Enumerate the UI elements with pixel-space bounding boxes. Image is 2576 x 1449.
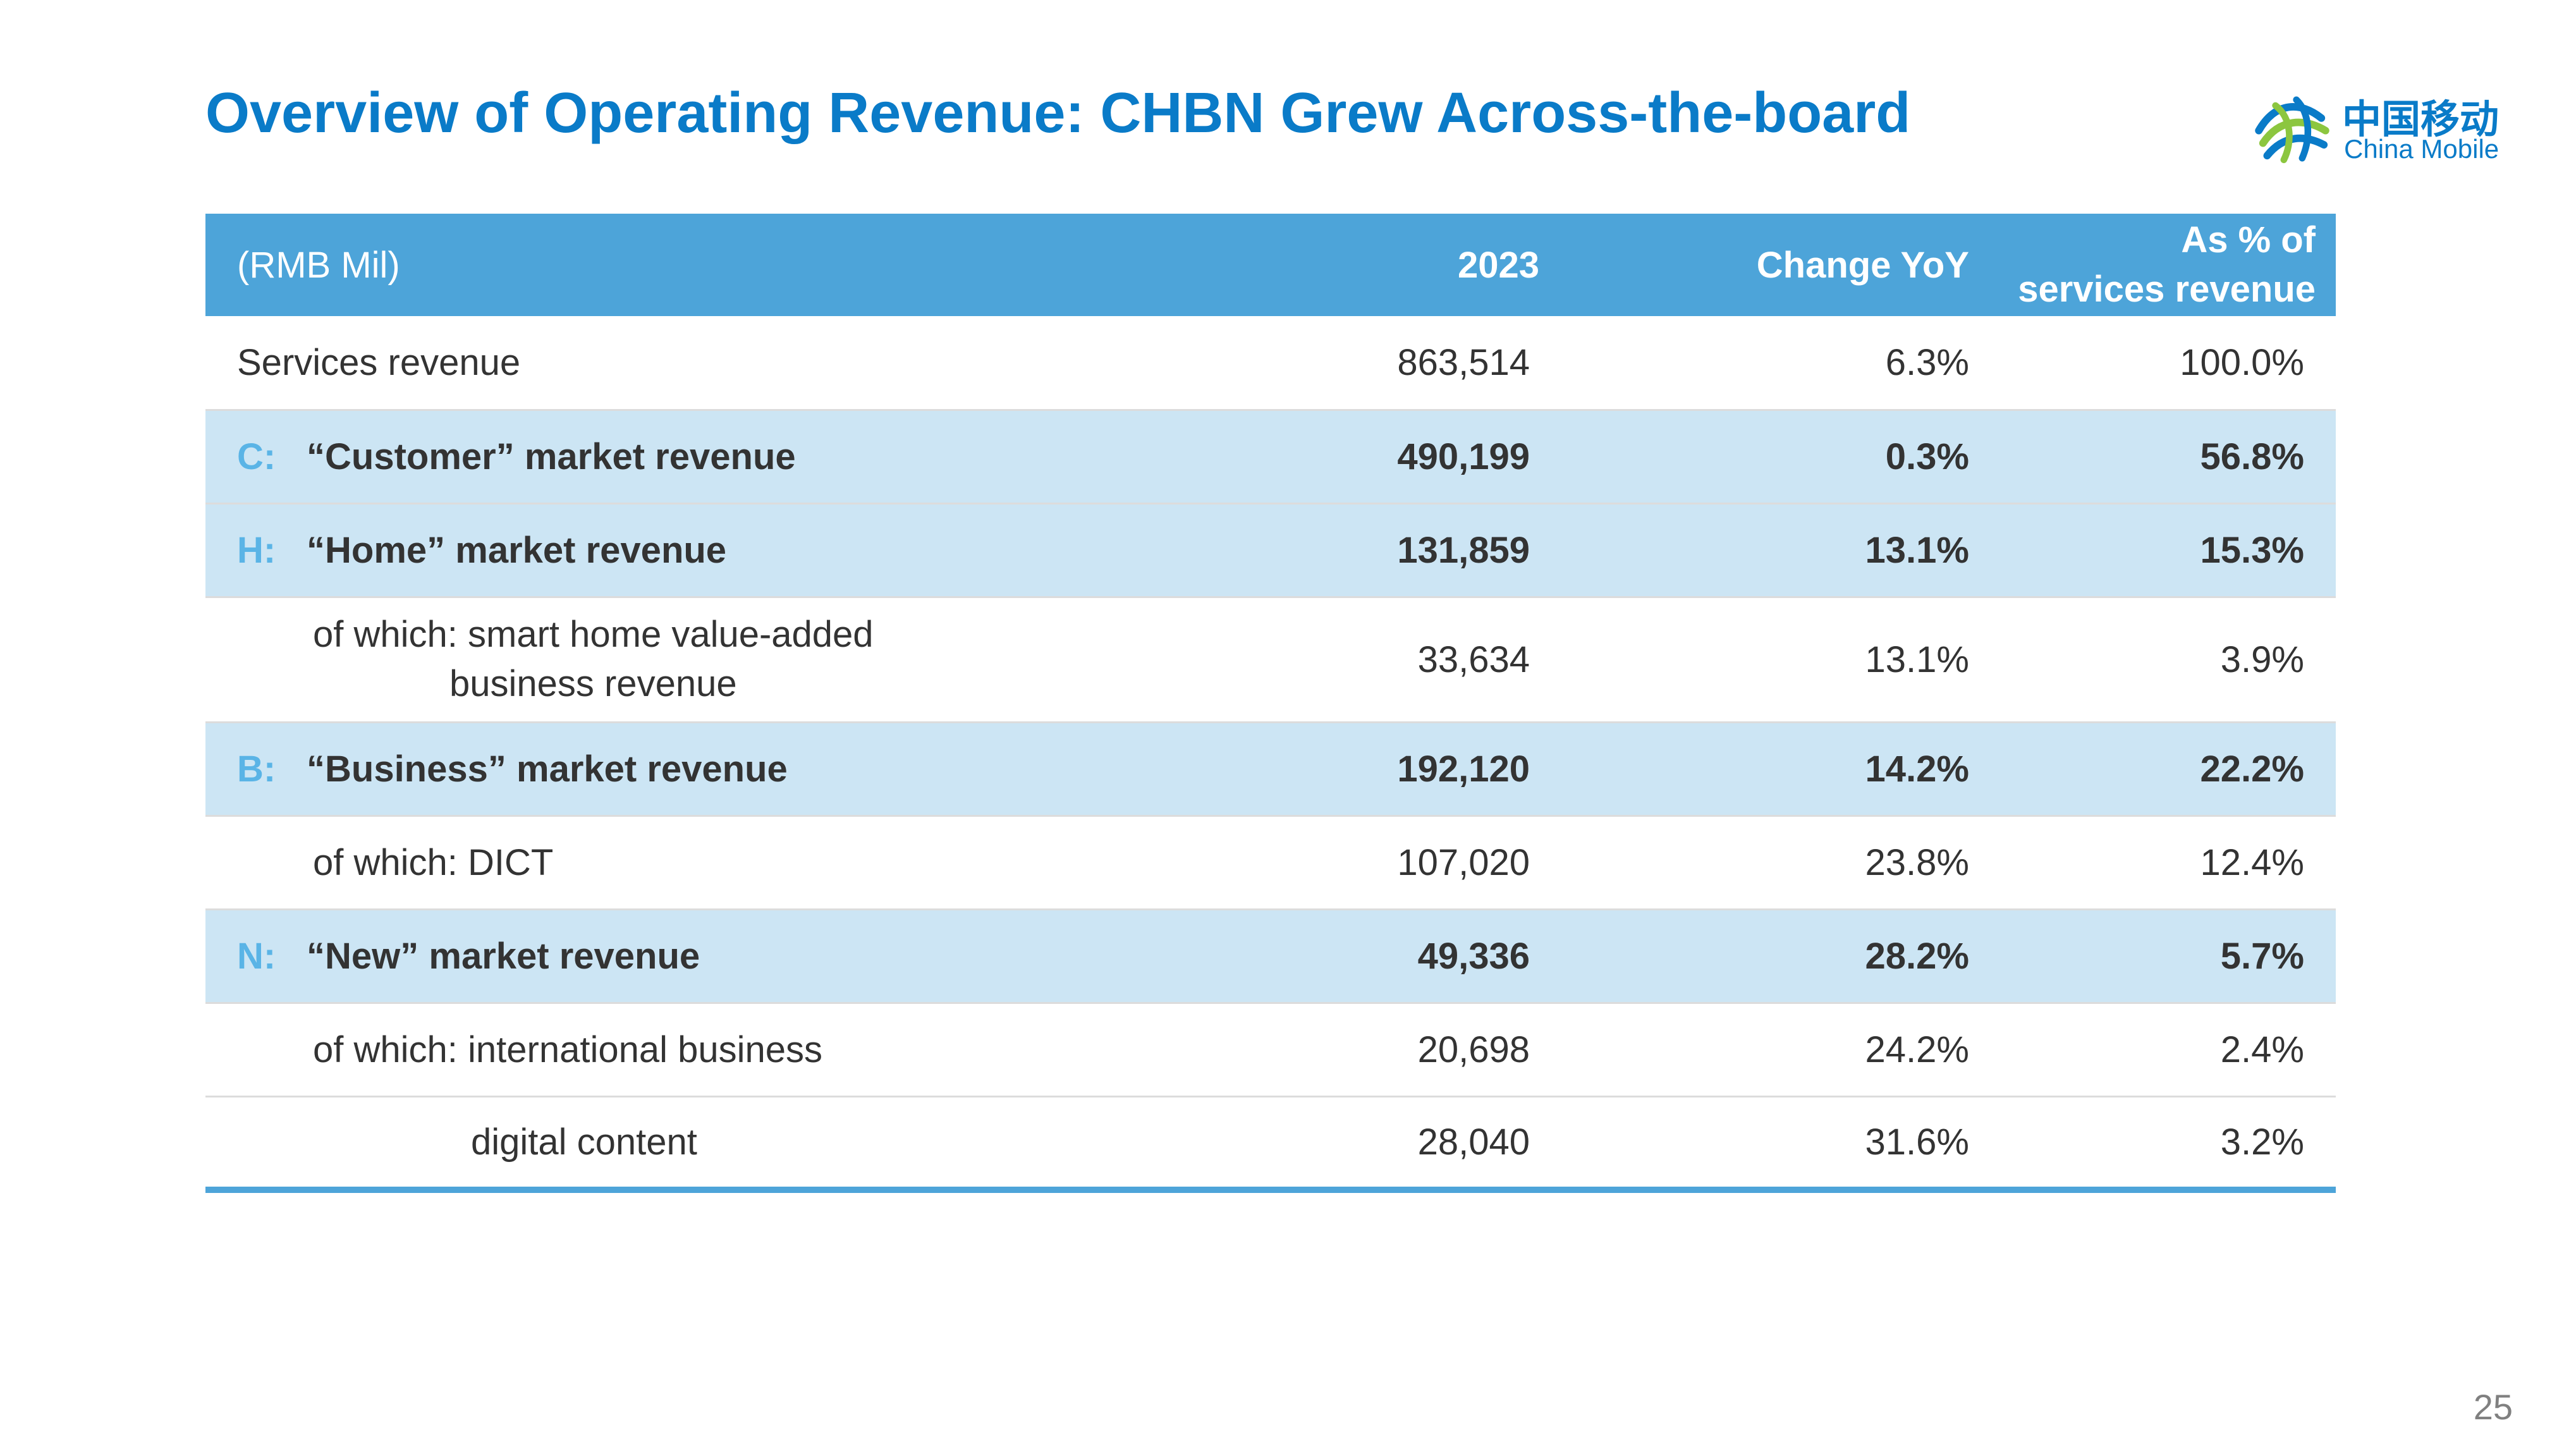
row-label-line2: business revenue <box>449 663 737 704</box>
logo: 中国移动 China Mobile <box>2250 82 2516 171</box>
row-label: of which: international business <box>205 1003 1242 1097</box>
header-pct: As % of services revenue <box>2007 214 2336 316</box>
row-change: 0.3% <box>1565 410 2007 504</box>
row-pct: 22.2% <box>2007 722 2336 817</box>
row-change: 13.1% <box>1565 597 2007 723</box>
row-value: 192,120 <box>1242 722 1565 817</box>
row-label: of which: DICT <box>205 816 1242 910</box>
row-label-cell: B: “Business” market revenue <box>205 722 1242 817</box>
row-prefix: B: <box>237 748 276 790</box>
row-change: 31.6% <box>1565 1096 2007 1193</box>
row-label-cell: H: “Home” market revenue <box>205 503 1242 598</box>
row-pct: 15.3% <box>2007 503 2336 598</box>
row-value: 131,859 <box>1242 503 1565 598</box>
row-pct: 12.4% <box>2007 816 2336 910</box>
row-label: of which: smart home value-added busines… <box>313 610 874 709</box>
table-row: B: “Business” market revenue 192,120 14.2… <box>205 722 2336 817</box>
logo-text-cn: 中国移动 <box>2342 96 2500 142</box>
row-label-cell: C: “Customer” market revenue <box>205 410 1242 504</box>
header-change: Change YoY <box>1756 244 1969 286</box>
row-change: 24.2% <box>1565 1003 2007 1097</box>
row-label-cell: N: “New” market revenue <box>205 909 1242 1004</box>
table-row: N: “New” market revenue 49,336 28.2% 5.7% <box>205 909 2336 1004</box>
row-label: “Home” market revenue <box>307 529 727 571</box>
row-label-line1: of which: smart home value-added <box>313 614 874 655</box>
row-label: “Customer” market revenue <box>307 436 796 477</box>
row-label: “New” market revenue <box>307 935 700 977</box>
row-change: 13.1% <box>1565 503 2007 598</box>
table-row: C: “Customer” market revenue 490,199 0.3%… <box>205 410 2336 504</box>
row-value: 490,199 <box>1242 410 1565 504</box>
row-prefix: H: <box>237 529 276 571</box>
logo-text-en: China Mobile <box>2344 134 2500 164</box>
row-change: 28.2% <box>1565 909 2007 1004</box>
table-row: of which: international business 20,698 … <box>205 1003 2336 1097</box>
china-mobile-logo-icon <box>2255 96 2329 164</box>
row-value: 28,040 <box>1242 1096 1565 1193</box>
table-row: H: “Home” market revenue 131,859 13.1% 15… <box>205 503 2336 598</box>
row-pct: 56.8% <box>2007 410 2336 504</box>
row-value: 33,634 <box>1242 597 1565 723</box>
row-pct: 3.9% <box>2007 597 2336 723</box>
row-change: 6.3% <box>1565 316 2007 411</box>
row-value: 863,514 <box>1242 316 1565 411</box>
row-pct: 2.4% <box>2007 1003 2336 1097</box>
row-prefix: C: <box>237 436 276 477</box>
row-value: 20,698 <box>1242 1003 1565 1097</box>
row-label: “Business” market revenue <box>307 748 788 790</box>
revenue-table: (RMB Mil) 2023 Change YoY As % of servic… <box>205 214 2336 1193</box>
row-pct: 3.2% <box>2007 1096 2336 1193</box>
row-value: 49,336 <box>1242 909 1565 1004</box>
row-change: 14.2% <box>1565 722 2007 817</box>
row-pct: 5.7% <box>2007 909 2336 1004</box>
row-label-cell: of which: smart home value-added busines… <box>205 597 1242 723</box>
row-pct: 100.0% <box>2007 316 2336 411</box>
header-unit: (RMB Mil) <box>237 244 400 286</box>
row-prefix: N: <box>237 935 276 977</box>
header-pct-line1: As % of <box>2181 219 2316 260</box>
page-title: Overview of Operating Revenue: CHBN Grew… <box>205 82 1911 145</box>
header-pct-line2: services revenue <box>2018 269 2316 310</box>
row-value: 107,020 <box>1242 816 1565 910</box>
row-change: 23.8% <box>1565 816 2007 910</box>
table-row: Services revenue 863,514 6.3% 100.0% <box>205 316 2336 411</box>
table-row: digital content 28,040 31.6% 3.2% <box>205 1096 2336 1193</box>
table-header-row: (RMB Mil) 2023 Change YoY As % of servic… <box>205 214 2336 316</box>
row-label: Services revenue <box>205 316 1242 411</box>
header-year: 2023 <box>1457 244 1539 286</box>
row-label: digital content <box>205 1096 1242 1193</box>
table-row: of which: DICT 107,020 23.8% 12.4% <box>205 816 2336 910</box>
table-row: of which: smart home value-added busines… <box>205 597 2336 723</box>
page-number: 25 <box>2473 1387 2513 1427</box>
